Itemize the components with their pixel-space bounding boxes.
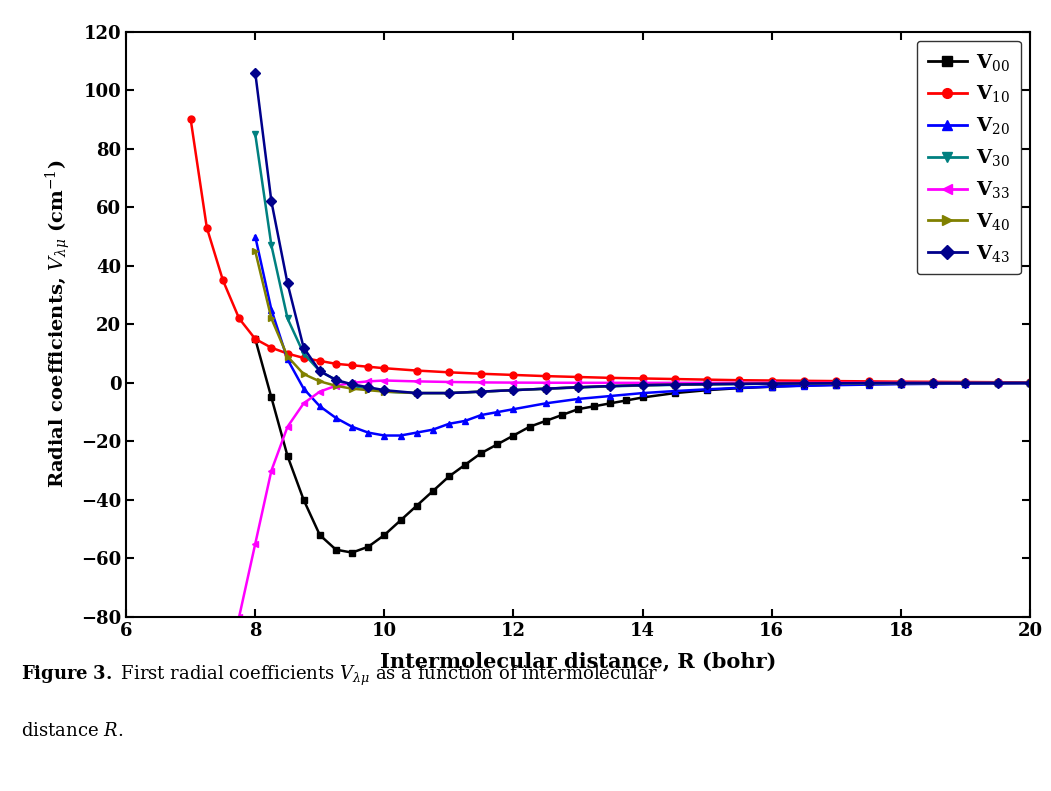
Legend: V$_{00}$, V$_{10}$, V$_{20}$, V$_{30}$, V$_{33}$, V$_{40}$, V$_{43}$: V$_{00}$, V$_{10}$, V$_{20}$, V$_{30}$, … [916,40,1021,274]
Text: distance $R$.: distance $R$. [21,721,123,740]
Y-axis label: Radial coefficients, $V_{\lambda\mu}$ (cm$^{-1}$): Radial coefficients, $V_{\lambda\mu}$ (c… [43,160,73,489]
Text: $\mathbf{Figure\ 3.}$ First radial coefficients $V_{\lambda\mu}$ as a function o: $\mathbf{Figure\ 3.}$ First radial coeff… [21,664,658,688]
X-axis label: Intermolecular distance, R (bohr): Intermolecular distance, R (bohr) [379,651,777,671]
